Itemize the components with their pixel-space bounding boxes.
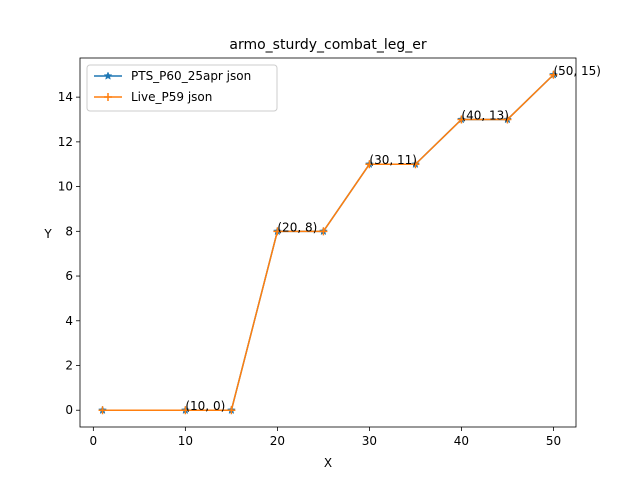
x-tick-label: 10 [178,434,193,448]
legend-frame [86,64,278,112]
data-point [457,115,466,124]
chart-title: armo_sturdy_combat_leg_er [229,37,426,53]
data-point [365,160,374,169]
y-tick-label: 2 [65,359,73,373]
y-tick-label: 14 [58,90,73,104]
data-label: (20, 8) [277,220,317,234]
data-label: (30, 11) [369,153,417,167]
x-tick-label: 30 [362,434,377,448]
legend: PTS_P60_25apr json Live_P59 json [86,64,278,112]
y-tick-label: 4 [65,314,73,328]
data-point [549,70,558,79]
data-point [98,406,107,415]
data-point [181,406,190,415]
legend-marker [104,93,112,101]
series-layer [98,70,558,415]
data-label: (40, 13) [461,109,509,123]
legend-label: Live_P59 json [131,90,212,104]
y-tick-label: 0 [65,403,73,417]
data-point [503,115,512,124]
x-axis-label: X [324,456,332,470]
data-point [273,227,282,236]
plot-frame [79,57,577,428]
series-line [102,74,554,411]
x-axis-ticks: 0 10 20 30 40 50 [90,427,561,448]
y-tick-label: 8 [65,224,73,238]
annotation-layer: (10, 0) (20, 8) (30, 11) (40, 13) (50, 15) [185,64,601,413]
x-tick-label: 0 [90,434,98,448]
x-tick-label: 40 [454,434,469,448]
data-label: (50, 15) [553,64,601,78]
y-tick-label: 12 [58,135,73,149]
y-tick-label: 10 [58,180,73,194]
y-axis-ticks: 0 2 4 6 8 10 12 14 [58,90,80,417]
x-tick-label: 20 [270,434,285,448]
data-label: (10, 0) [185,399,225,413]
data-point [227,406,236,415]
y-axis-label: Y [43,227,52,241]
data-point [411,160,420,169]
data-point [319,227,328,236]
x-tick-label: 50 [546,434,561,448]
legend-label: PTS_P60_25apr json [131,69,251,83]
y-tick-label: 6 [65,269,73,283]
legend-marker [103,71,113,80]
